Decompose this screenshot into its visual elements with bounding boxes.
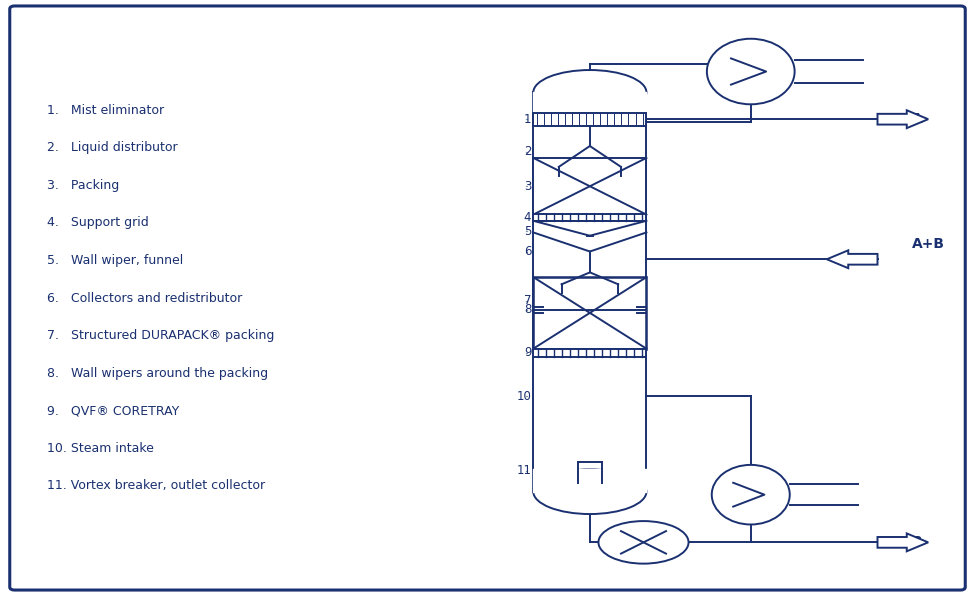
Text: 3: 3 [524, 180, 531, 193]
Ellipse shape [533, 70, 646, 114]
Text: 8.   Wall wipers around the packing: 8. Wall wipers around the packing [47, 367, 268, 380]
Text: 2.   Liquid distributor: 2. Liquid distributor [47, 141, 177, 154]
Bar [533, 113, 646, 126]
Ellipse shape [712, 465, 790, 524]
FancyArrow shape [827, 250, 878, 268]
Text: B: B [912, 535, 922, 550]
Text: 6.   Collectors and redistributor: 6. Collectors and redistributor [47, 291, 242, 305]
Text: 7: 7 [524, 294, 531, 308]
Text: 8: 8 [524, 303, 531, 316]
Bar [533, 277, 646, 349]
Text: 5: 5 [524, 225, 531, 238]
Text: 3.   Packing: 3. Packing [47, 179, 119, 192]
Text: 1.   Mist eliminator: 1. Mist eliminator [47, 104, 164, 117]
FancyBboxPatch shape [10, 6, 965, 590]
Text: 10: 10 [517, 390, 531, 403]
Text: 11: 11 [517, 464, 531, 477]
Text: 11. Vortex breaker, outlet collector: 11. Vortex breaker, outlet collector [47, 479, 265, 492]
Ellipse shape [599, 521, 688, 564]
Ellipse shape [707, 39, 795, 104]
FancyArrow shape [878, 110, 928, 128]
Text: A: A [912, 112, 922, 126]
Text: 6: 6 [524, 245, 531, 258]
Bar [533, 214, 646, 221]
Text: 2: 2 [524, 145, 531, 159]
Text: 1: 1 [524, 113, 531, 126]
Text: 4: 4 [524, 211, 531, 224]
Text: 9.   QVF® CORETRAY: 9. QVF® CORETRAY [47, 404, 179, 417]
Text: A+B: A+B [912, 237, 945, 252]
Text: 7.   Structured DURAPACK® packing: 7. Structured DURAPACK® packing [47, 329, 274, 342]
Bar [533, 158, 646, 215]
Ellipse shape [533, 470, 646, 514]
Text: 9: 9 [524, 346, 531, 359]
Text: 4.   Support grid: 4. Support grid [47, 216, 148, 229]
Text: 5.   Wall wiper, funnel: 5. Wall wiper, funnel [47, 254, 183, 267]
Bar [533, 349, 646, 356]
FancyArrow shape [878, 533, 928, 551]
Text: 10. Steam intake: 10. Steam intake [47, 442, 154, 455]
